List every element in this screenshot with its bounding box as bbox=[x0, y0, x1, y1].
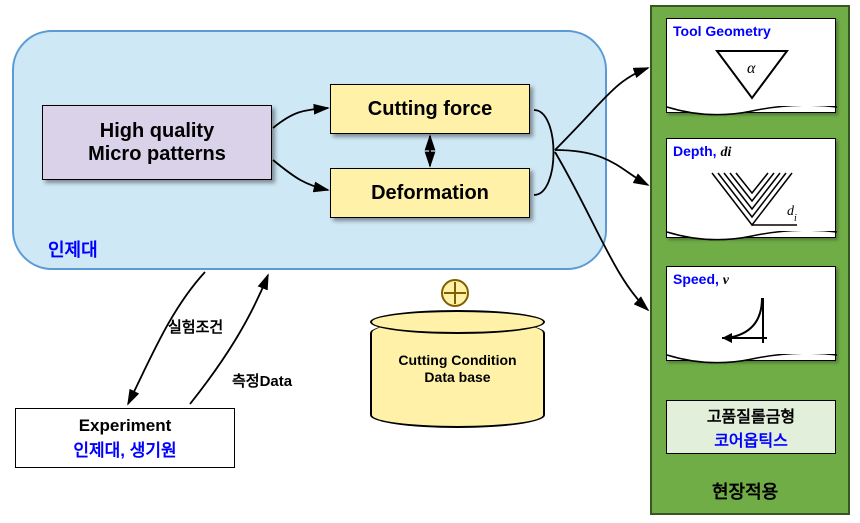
arrows-layer bbox=[0, 0, 860, 523]
